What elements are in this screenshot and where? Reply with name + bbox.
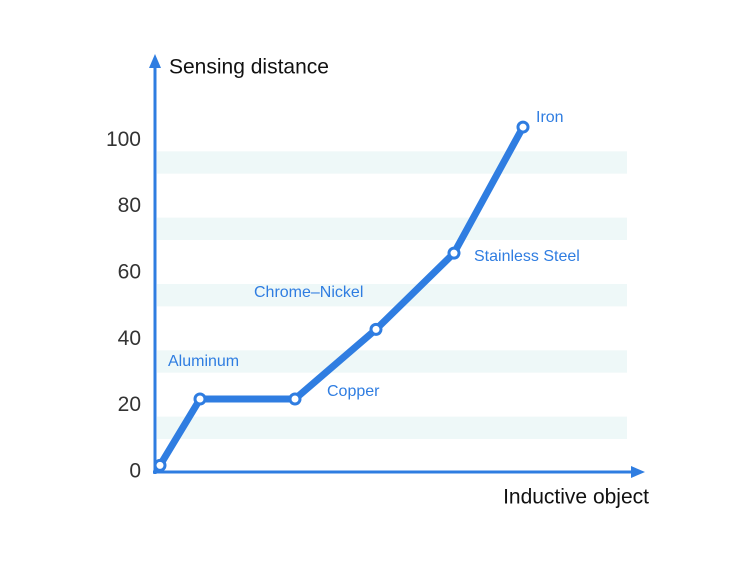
x-axis-arrow [631,466,645,478]
y-axis-title: Sensing distance [169,56,329,79]
point [447,246,461,260]
line [156,123,527,469]
point [516,120,530,134]
y-tick-label: 20 [118,393,141,416]
y-tick-label: 100 [106,128,141,151]
grid-band [157,350,627,373]
point-label: Iron [536,109,564,126]
y-tick-label: 40 [118,327,141,350]
point [153,458,167,472]
y-tick-label: 0 [129,460,141,483]
grid-band [157,151,627,174]
point-label: Copper [327,383,380,400]
grid-band [157,217,627,240]
point-label: Chrome–Nickel [254,284,363,301]
point [288,392,302,406]
grid-band [157,284,627,307]
y-tick-label: 80 [118,194,141,217]
grid-band [157,416,627,439]
y-tick-label: 60 [118,261,141,284]
point-label: Stainless Steel [474,248,580,265]
x-axis-title: Inductive object [503,486,649,509]
point [193,392,207,406]
point [369,322,383,336]
point-label: Aluminum [168,353,239,370]
y-axis-arrow [149,54,161,68]
